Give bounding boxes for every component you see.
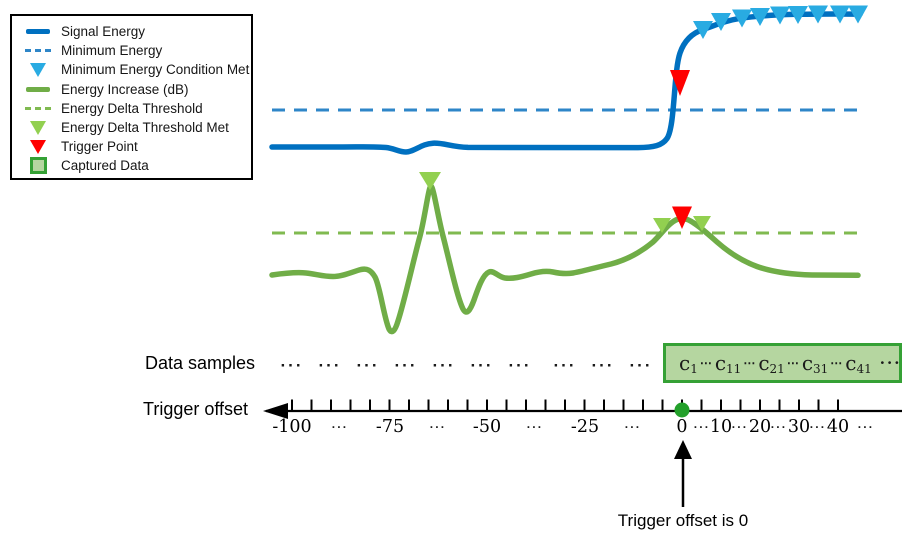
axis-tick-dots: ···	[624, 420, 642, 434]
legend-label: Signal Energy	[61, 24, 146, 40]
axis-tick-label: 20	[748, 417, 772, 437]
min-energy-met-swatch	[24, 62, 52, 77]
legend-label: Trigger Point	[61, 139, 138, 155]
triangle-down-icon	[30, 139, 46, 154]
zero-offset-dot	[674, 402, 690, 418]
legend-item-captured-data: Captured Data	[24, 156, 251, 175]
min-energy-met-marker	[750, 8, 770, 26]
trigger-offset-label: Trigger offset	[143, 399, 249, 419]
dashed-line-icon	[25, 49, 51, 53]
legend-label: Energy Increase (dB)	[61, 81, 189, 97]
legend-label: Minimum Energy	[61, 43, 163, 59]
axis-tick-label: -100	[272, 417, 312, 437]
legend-item-minimum-energy: Minimum Energy	[24, 41, 251, 60]
legend-label: Minimum Energy Condition Met	[61, 62, 250, 78]
axis-ticks	[291, 399, 839, 411]
sample-ellipsis: ···	[280, 356, 304, 375]
legend-label: Captured Data	[61, 158, 149, 174]
sample-ellipsis: ···	[432, 356, 456, 375]
thick-line-icon	[26, 86, 50, 92]
axis-tick-label: -50	[472, 417, 502, 437]
legend-item-energy-increase: Energy Increase (dB)	[24, 80, 251, 99]
min-energy-met-marker	[788, 6, 808, 24]
axis-tick-label: 30	[787, 417, 811, 437]
axis-tick-dots: ···	[526, 420, 544, 434]
sample-ellipsis: ···	[553, 356, 577, 375]
delta-threshold-swatch	[24, 106, 52, 110]
legend-item-delta-threshold-met: Energy Delta Threshold Met	[24, 118, 251, 137]
axis-tick-dots: ···	[770, 420, 788, 434]
axis-tick-dots: ···	[693, 420, 711, 434]
delta-threshold-met-swatch	[24, 120, 52, 135]
trigger-annotation-text: Trigger offset is 0	[617, 511, 749, 530]
sample-ellipsis: ···	[591, 356, 615, 375]
axis-tick-dots: ···	[731, 420, 749, 434]
axis-tick-dots: ···	[809, 420, 827, 434]
minimum-energy-swatch	[24, 49, 52, 53]
min-energy-met-marker	[848, 5, 868, 24]
captured-sample: c 31	[801, 351, 829, 376]
trigger-annotation-arrowhead	[674, 440, 692, 459]
delta-threshold-met-marker	[419, 172, 441, 190]
captured-sample: c 41	[845, 351, 872, 376]
delta-threshold-met-marker	[653, 218, 671, 233]
trigger-point-marker-energy	[672, 206, 692, 229]
square-icon	[29, 157, 47, 175]
min-energy-met-marker	[830, 5, 850, 24]
legend-item-signal-energy: Signal Energy	[24, 22, 251, 41]
sample-ellipsis: ···	[356, 356, 380, 375]
ellipsis-dots: ⋯	[786, 356, 800, 370]
ellipsis-dots: ⋯	[743, 356, 757, 370]
captured-data-swatch	[24, 157, 52, 175]
min-energy-met-marker	[808, 5, 828, 24]
axis-tick-label: 0	[676, 417, 688, 437]
data-samples-label: Data samples	[145, 353, 256, 373]
triangle-down-icon	[30, 120, 46, 135]
legend-label: Energy Delta Threshold Met	[61, 120, 229, 136]
min-energy-met-marker	[693, 21, 713, 39]
legend: Signal Energy Minimum Energy Minimum Ene…	[10, 14, 253, 180]
ellipsis-dots: ⋯	[830, 356, 844, 370]
ellipsis-dots: ···	[879, 354, 902, 372]
axis-tick-dots: ···	[331, 420, 349, 434]
triangle-down-icon	[30, 62, 46, 77]
signal-energy-swatch	[24, 29, 52, 35]
signal-energy-curve	[269, 11, 863, 155]
sample-ellipsis: ···	[318, 356, 342, 375]
axis-left-arrowhead	[263, 403, 288, 419]
legend-item-delta-threshold: Energy Delta Threshold	[24, 99, 251, 118]
sample-ellipsis: ···	[629, 356, 653, 375]
min-energy-met-marker	[770, 6, 790, 25]
sample-ellipsis: ···	[394, 356, 418, 375]
axis-tick-label: 40	[826, 417, 850, 437]
sample-ellipsis: ···	[470, 356, 494, 375]
axis-tick-dots: ···	[857, 420, 875, 434]
captured-sample: c 21	[758, 351, 785, 376]
min-energy-met-marker	[732, 9, 752, 28]
legend-label: Energy Delta Threshold	[61, 100, 203, 116]
legend-item-min-energy-met: Minimum Energy Condition Met	[24, 60, 251, 79]
captured-sample: c 11	[714, 351, 742, 376]
trigger-point-swatch	[24, 139, 52, 154]
ellipsis-dots: ⋯	[699, 356, 713, 370]
delta-threshold-met-marker	[693, 216, 711, 231]
axis-tick-label: -75	[375, 417, 405, 437]
dashed-line-icon	[25, 106, 51, 110]
min-energy-met-marker	[711, 13, 731, 31]
axis-tick-label: -25	[570, 417, 600, 437]
axis-tick-dots: ···	[429, 420, 447, 434]
energy-increase-curve	[269, 183, 861, 335]
thick-line-icon	[26, 29, 50, 35]
sample-ellipsis: ···	[508, 356, 532, 375]
trigger-point-marker-signal	[670, 70, 690, 96]
energy-increase-swatch	[24, 86, 52, 92]
legend-item-trigger-point: Trigger Point	[24, 137, 251, 156]
axis-tick-label: 10	[709, 417, 733, 437]
